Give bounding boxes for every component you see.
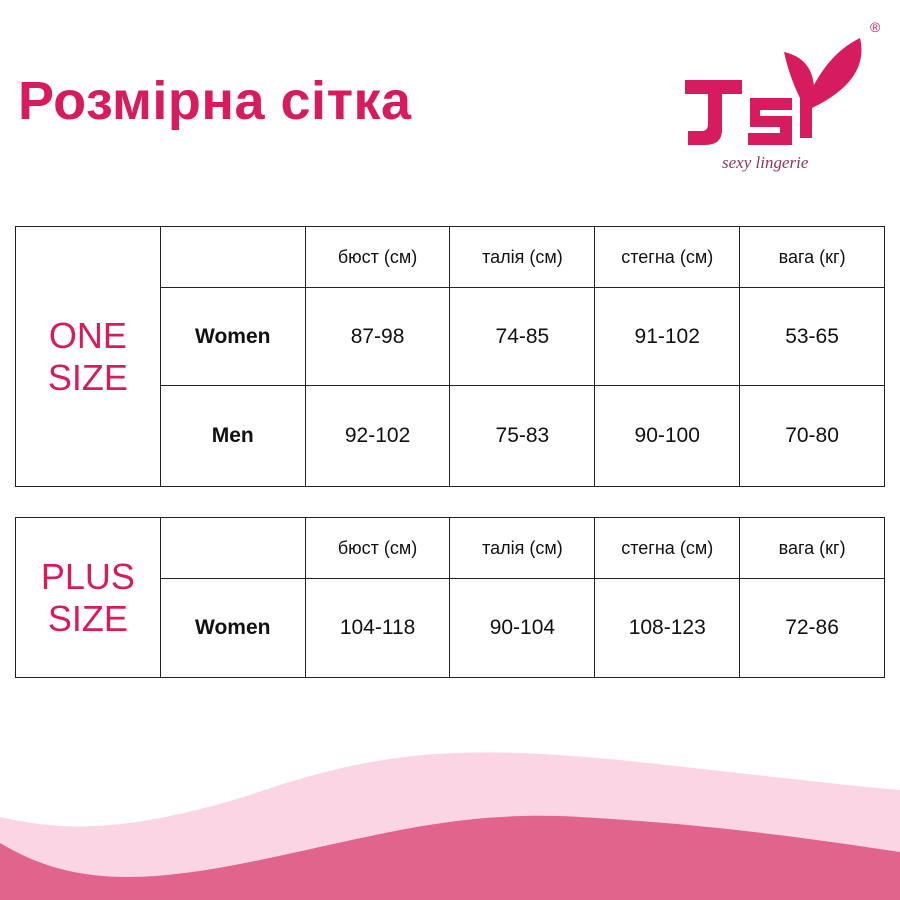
column-header-hips: стегна (см) bbox=[594, 226, 741, 288]
cell-bust: 92-102 bbox=[304, 385, 451, 487]
column-header-hips: стегна (см) bbox=[594, 517, 741, 579]
cell-weight: 72-86 bbox=[739, 578, 885, 678]
plus-size-label: PLUS SIZE bbox=[15, 517, 161, 678]
column-header-waist: талія (см) bbox=[449, 226, 596, 288]
decorative-wave bbox=[0, 752, 900, 900]
column-header-weight: вага (кг) bbox=[739, 517, 885, 579]
cell-hips: 90-100 bbox=[594, 385, 741, 487]
plus-size-table: PLUS SIZE бюст (см) талія (см) стегна (см… bbox=[15, 517, 885, 678]
table-row: Men 92-102 75-83 90-100 70-80 bbox=[16, 385, 885, 487]
column-header-weight: вага (кг) bbox=[739, 226, 885, 288]
cell-waist: 90-104 bbox=[449, 578, 596, 678]
column-header-bust: бюст (см) bbox=[304, 517, 451, 579]
svg-text:sexy lingerie: sexy lingerie bbox=[722, 153, 809, 172]
empty-header-cell bbox=[159, 226, 306, 288]
wave-dark bbox=[0, 815, 900, 900]
cell-waist: 74-85 bbox=[449, 287, 596, 386]
one-size-label: ONE SIZE bbox=[15, 226, 161, 487]
cell-bust: 87-98 bbox=[304, 287, 451, 386]
row-label: Women bbox=[159, 287, 306, 386]
brand-logo: ® sexy lingerie bbox=[685, 19, 881, 172]
cell-waist: 75-83 bbox=[449, 385, 596, 487]
cell-hips: 108-123 bbox=[594, 578, 741, 678]
column-header-waist: талія (см) bbox=[449, 517, 596, 579]
cell-hips: 91-102 bbox=[594, 287, 741, 386]
page-title: Розмірна сітка bbox=[18, 71, 412, 131]
cell-weight: 53-65 bbox=[739, 287, 885, 386]
empty-header-cell bbox=[159, 517, 306, 579]
row-label: Men bbox=[159, 385, 306, 487]
table-row: Women 87-98 74-85 91-102 53-65 bbox=[16, 287, 885, 386]
one-size-table: ONE SIZE бюст (см) талія (см) стегна (см)… bbox=[15, 226, 885, 487]
column-header-bust: бюст (см) bbox=[304, 226, 451, 288]
cell-bust: 104-118 bbox=[304, 578, 451, 678]
cell-weight: 70-80 bbox=[739, 385, 885, 487]
row-label: Women bbox=[159, 578, 306, 678]
svg-text:®: ® bbox=[870, 19, 881, 35]
table-row: Women 104-118 90-104 108-123 72-86 bbox=[16, 578, 885, 678]
